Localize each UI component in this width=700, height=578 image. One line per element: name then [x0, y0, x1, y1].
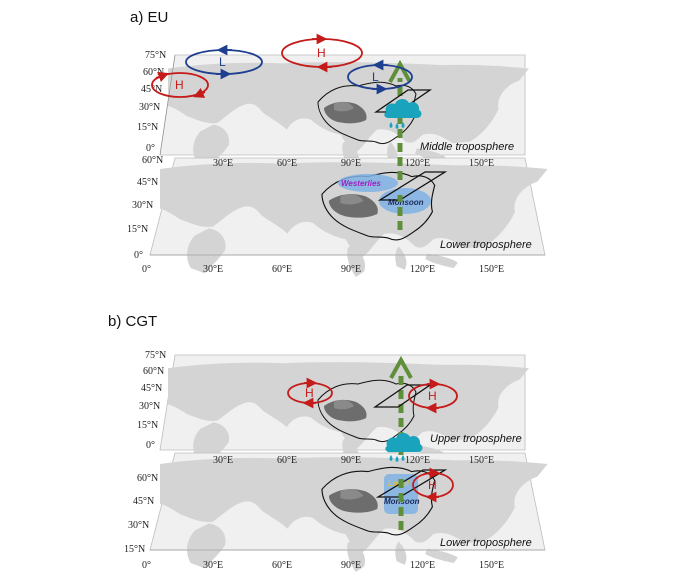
lat-tick: 30°N — [128, 520, 149, 531]
lat-tick: 15°N — [124, 544, 145, 555]
ascent-arrow — [389, 355, 413, 530]
panel-a-upper-lon-ticks: 30°E 60°E 90°E 120°E 150°E — [213, 158, 494, 169]
lon-tick: 0° — [142, 560, 151, 571]
panel-b-lower-lat-ticks: 60°N 45°N 30°N 15°N 0° — [124, 473, 158, 555]
lon-tick: 30°E — [203, 560, 223, 571]
westerlies-flow-shading — [338, 174, 398, 192]
lon-tick: 60°E — [277, 158, 297, 169]
lat-tick: 30°N — [132, 200, 153, 211]
cell-letter: H — [317, 46, 326, 60]
lon-tick: 0° — [142, 264, 151, 275]
lat-tick: 60°N — [137, 473, 158, 484]
panel-b-upper-lon-ticks: 30°E 60°E 90°E 120°E 150°E — [213, 455, 494, 466]
lat-tick: 0° — [146, 143, 155, 154]
panel-b-upper-plate — [159, 354, 529, 467]
lat-tick: 15°N — [137, 122, 158, 133]
cell-letter: L — [372, 70, 379, 84]
cell-letter: H — [175, 78, 184, 92]
circulation-cell-h: H — [151, 71, 209, 98]
panel-a-upper-plate — [159, 54, 529, 171]
panel-b-lower-layer-label: Lower troposphere — [440, 537, 532, 549]
monsoon-flow-shading — [379, 188, 431, 214]
monsoon-label: Monsoon — [388, 198, 424, 207]
panel-a-title: a) EU — [130, 9, 168, 26]
lat-tick: 15°N — [127, 224, 148, 235]
panel-a-lower-layer-label: Lower troposphere — [440, 239, 532, 251]
lon-tick: 150°E — [469, 158, 494, 169]
lat-tick: 60°N — [142, 155, 163, 166]
lat-tick: 45°N — [133, 496, 154, 507]
lon-tick: 150°E — [469, 455, 494, 466]
lat-tick: 15°N — [137, 420, 158, 431]
circulation-cell-l: L — [347, 59, 413, 95]
lon-tick: 60°E — [277, 455, 297, 466]
cell-letter: H — [428, 478, 437, 492]
lat-tick: 45°N — [141, 383, 162, 394]
panel-a-lower-plate — [149, 157, 548, 277]
lat-tick: 45°N — [137, 177, 158, 188]
panel-b: b) CGT 75°N 60°N 45°N 30°N 15°N 0° 30°E … — [108, 313, 548, 572]
panel-a-upper-lat-ticks: 75°N 60°N 45°N 30°N 15°N 0° — [137, 50, 166, 154]
panel-b-lower-lon-ticks: 0° 30°E 60°E 90°E 120°E 150°E — [142, 560, 504, 571]
lon-tick: 120°E — [405, 455, 430, 466]
lon-tick: 30°E — [213, 455, 233, 466]
lat-tick: 30°N — [139, 102, 160, 113]
lat-tick: 0° — [134, 250, 143, 261]
lon-tick: 90°E — [341, 264, 361, 275]
lat-tick: 60°N — [143, 366, 164, 377]
cell-letter: H — [305, 386, 314, 400]
lon-tick: 30°E — [213, 158, 233, 169]
lon-tick: 90°E — [341, 455, 361, 466]
lat-tick: 30°N — [139, 401, 160, 412]
panel-a-upper-layer-label: Middle troposphere — [420, 141, 514, 153]
lat-tick: 60°N — [143, 67, 164, 78]
panel-b-lower-plate — [149, 452, 548, 572]
panel-b-upper-layer-label: Upper troposphere — [430, 433, 522, 445]
lon-tick: 90°E — [341, 560, 361, 571]
cell-letter: H — [428, 389, 437, 403]
lat-tick: 0° — [146, 440, 155, 451]
circulation-cell-h: H — [412, 467, 454, 503]
lon-tick: 60°E — [272, 264, 292, 275]
lon-tick: 150°E — [479, 560, 504, 571]
circulation-cell-h: H — [287, 377, 333, 409]
lon-tick: 150°E — [479, 264, 504, 275]
lon-tick: 120°E — [405, 158, 430, 169]
circulation-cell-h: H — [281, 33, 363, 73]
lat-tick: 45°N — [141, 84, 162, 95]
circulation-cell-h: H — [408, 378, 458, 414]
lon-tick: 30°E — [203, 264, 223, 275]
parallelogram-box — [377, 171, 448, 201]
panel-a-lower-lat-ticks: 60°N 45°N 30°N 15°N 0° — [127, 155, 163, 261]
panel-a: a) EU 75°N 60°N 45°N 30°N 15°N 0° 30°E — [127, 9, 548, 277]
lon-tick: 60°E — [272, 560, 292, 571]
lat-tick: 75°N — [145, 350, 166, 361]
lat-tick: 75°N — [145, 50, 166, 61]
lon-tick: 90°E — [341, 158, 361, 169]
cell-letter: L — [219, 55, 226, 69]
lon-tick: 120°E — [410, 264, 435, 275]
westerlies-label: Westerlies — [341, 179, 381, 188]
panel-b-upper-lat-ticks: 75°N 60°N 45°N 30°N 15°N 0° — [137, 350, 166, 451]
parallelogram-box — [375, 469, 448, 498]
lon-tick: 120°E — [410, 560, 435, 571]
circulation-cell-l: L — [185, 44, 263, 80]
panel-b-title: b) CGT — [108, 313, 157, 330]
panel-a-lower-lon-ticks: 0° 30°E 60°E 90°E 120°E 150°E — [142, 264, 504, 275]
